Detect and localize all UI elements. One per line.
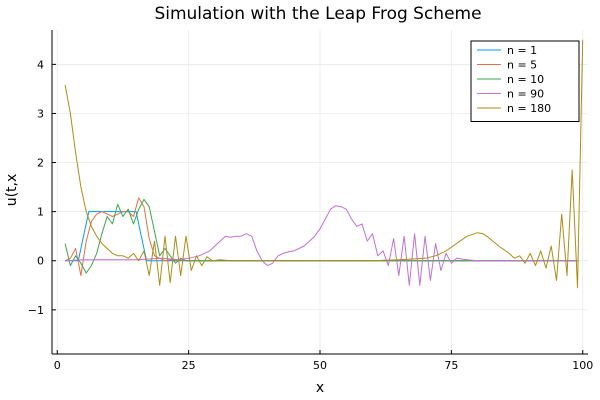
y-tick-label: 4 bbox=[37, 58, 44, 71]
x-tick-label: 100 bbox=[572, 359, 593, 372]
series-line-4 bbox=[65, 205, 578, 286]
y-tick-label: 2 bbox=[37, 157, 44, 170]
x-axis-label: x bbox=[316, 380, 324, 396]
legend-label: n = 90 bbox=[507, 88, 544, 101]
legend-label: n = 5 bbox=[507, 59, 537, 72]
series-lines bbox=[64, 39, 584, 289]
x-tick-label: 50 bbox=[313, 359, 327, 372]
y-axis-label: u(t,x bbox=[4, 174, 20, 207]
y-tick-label: −1 bbox=[28, 304, 44, 317]
x-tick-label: 25 bbox=[182, 359, 196, 372]
axes bbox=[51, 30, 588, 355]
series-line-1 bbox=[65, 211, 578, 262]
series-line-3 bbox=[64, 198, 578, 274]
legend-label: n = 180 bbox=[507, 102, 551, 115]
x-tick-label: 0 bbox=[54, 359, 61, 372]
x-tick-label: 75 bbox=[444, 359, 458, 372]
legend: n = 1 n = 5n = 10 n = 90n = 180 bbox=[470, 40, 580, 122]
y-tick-label: 1 bbox=[37, 206, 44, 219]
legend-label: n = 10 bbox=[507, 73, 544, 86]
y-tick-label: 3 bbox=[37, 107, 44, 120]
y-tick-label: 0 bbox=[37, 255, 44, 268]
tick-labels: 0 25 50 75 100 −1 0 1 2 3 4 bbox=[28, 58, 593, 372]
legend-label: n = 1 bbox=[507, 44, 537, 57]
series-line-5 bbox=[64, 39, 584, 289]
chart-title: Simulation with the Leap Frog Scheme bbox=[154, 4, 481, 24]
series-line-2 bbox=[64, 197, 578, 276]
